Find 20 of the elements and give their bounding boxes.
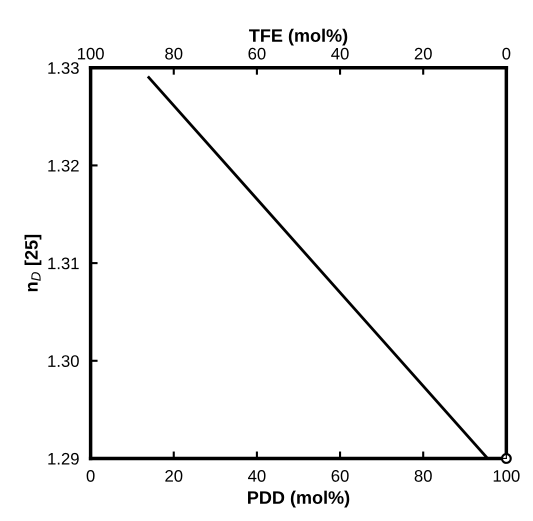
x-axis-title: PDD (mol%) [248, 490, 350, 508]
x-tick-label: 40 [248, 470, 266, 482]
y-tick-label: 1.30 [48, 355, 79, 367]
y-axis-title: n$_{D}$ [25] [24, 234, 42, 292]
x-tick-label: 100 [494, 470, 520, 482]
y-tick-label: 1.33 [48, 62, 79, 74]
x-tick-label: 0 [86, 470, 95, 482]
x-tick-label: 20 [165, 470, 182, 482]
x2-tick-label: 60 [248, 48, 266, 60]
y-tick-label: 1.29 [48, 452, 79, 465]
x2-tick-label: 80 [165, 48, 182, 60]
x-tick-label: 60 [332, 470, 349, 482]
x-tick-label: 80 [414, 470, 432, 482]
x2-tick-label: 0 [502, 48, 510, 60]
y-tick-label: 1.32 [48, 160, 79, 172]
x2-tick-label: 20 [414, 48, 432, 60]
x2-axis-title: TFE (mol%) [249, 28, 348, 46]
y-tick-label: 1.31 [48, 258, 79, 270]
x2-tick-label: 100 [78, 48, 104, 60]
x2-tick-label: 40 [331, 48, 349, 60]
